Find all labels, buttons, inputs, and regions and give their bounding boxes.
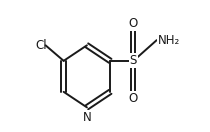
Text: S: S	[130, 54, 137, 67]
Text: O: O	[129, 92, 138, 105]
Text: O: O	[129, 17, 138, 30]
Text: N: N	[83, 111, 91, 124]
Text: NH₂: NH₂	[158, 34, 180, 47]
Text: Cl: Cl	[35, 39, 47, 52]
